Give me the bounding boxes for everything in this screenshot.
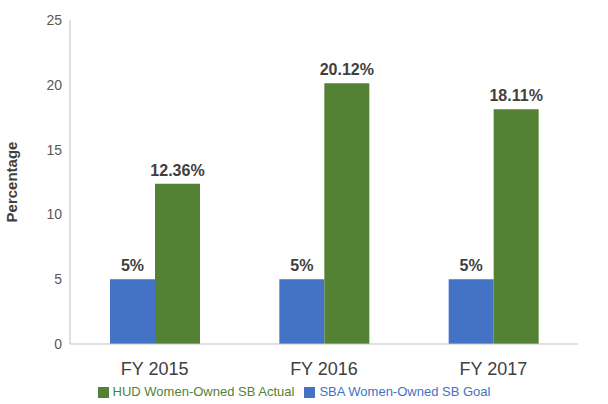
svg-text:Percentage: Percentage — [8, 142, 20, 223]
html-text:HUD Women-Owned SB Actual: HUD Women-Owned SB Actual — [112, 384, 295, 399]
html-text:SBA Women-Owned SB Goal: SBA Women-Owned SB Goal — [319, 384, 491, 399]
svg-text:5%: 5% — [460, 257, 483, 274]
svg-text:12.36%: 12.36% — [150, 162, 204, 179]
svg-text:0: 0 — [54, 336, 62, 352]
svg-text:10: 10 — [46, 206, 62, 222]
svg-text:FY 2017: FY 2017 — [459, 359, 527, 379]
svg-text:20: 20 — [46, 77, 62, 93]
svg-text:5%: 5% — [290, 257, 313, 274]
svg-text:20.12%: 20.12% — [320, 61, 374, 78]
svg-text:FY 2015: FY 2015 — [121, 359, 189, 379]
svg-text:25: 25 — [46, 12, 62, 28]
svg-text:18.11%: 18.11% — [489, 87, 542, 104]
svg-text:5%: 5% — [121, 257, 144, 274]
svg-text:5: 5 — [54, 271, 62, 287]
svg-text:FY 2016: FY 2016 — [290, 359, 358, 379]
svg-text:15: 15 — [46, 142, 62, 158]
